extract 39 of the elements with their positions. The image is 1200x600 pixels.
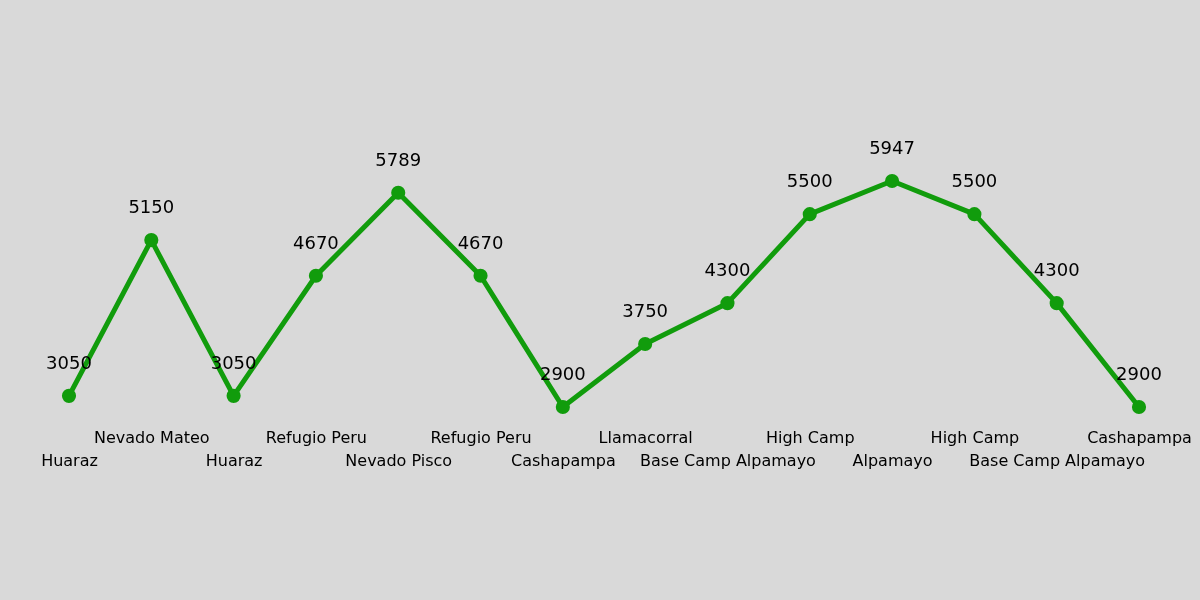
point — [967, 207, 982, 222]
x-tick-label: Cashapampa — [510, 450, 616, 470]
data-label: 5789 — [375, 148, 422, 170]
x-tick-label: Base Camp Alpamayo — [640, 450, 816, 470]
data-label: 4300 — [704, 259, 751, 281]
x-tick-label: Huaraz — [205, 450, 263, 470]
data-label: 3750 — [622, 299, 669, 321]
point — [802, 207, 817, 222]
point — [308, 268, 323, 283]
x-tick-label: Alpamayo — [852, 450, 933, 470]
data-label: 5150 — [128, 196, 175, 218]
point — [638, 336, 653, 352]
data-label: 4670 — [457, 231, 504, 253]
point — [473, 268, 488, 283]
point — [61, 388, 77, 403]
point — [391, 185, 406, 200]
point — [144, 233, 159, 248]
data-label: 4300 — [1033, 259, 1080, 281]
point — [226, 388, 241, 403]
x-tick-label: Nevado Pisco — [345, 450, 453, 470]
x-tick-label: Base Camp Alpamayo — [969, 450, 1146, 470]
point — [720, 296, 735, 311]
data-label: 5947 — [869, 137, 915, 158]
x-tick-label: Llamacorral — [598, 427, 693, 447]
x-tick-label: Refugio Peru — [265, 427, 367, 447]
data-label: 4670 — [293, 231, 339, 253]
x-tick-label: High Camp — [765, 427, 855, 447]
point — [885, 173, 900, 189]
x-tick-label: High Camp — [930, 427, 1020, 447]
point — [1131, 399, 1147, 415]
x-tick-label: Nevado Mateo — [93, 427, 210, 447]
x-tick-label: Huaraz — [41, 450, 98, 470]
data-label: 5500 — [951, 170, 998, 192]
x-tick-label: Cashapampa — [1087, 427, 1192, 447]
point — [1049, 296, 1064, 311]
x-tick-label: Refugio Peru — [430, 427, 532, 447]
point — [555, 399, 570, 415]
data-label: 2900 — [1116, 363, 1162, 384]
data-label: 5500 — [786, 170, 833, 192]
